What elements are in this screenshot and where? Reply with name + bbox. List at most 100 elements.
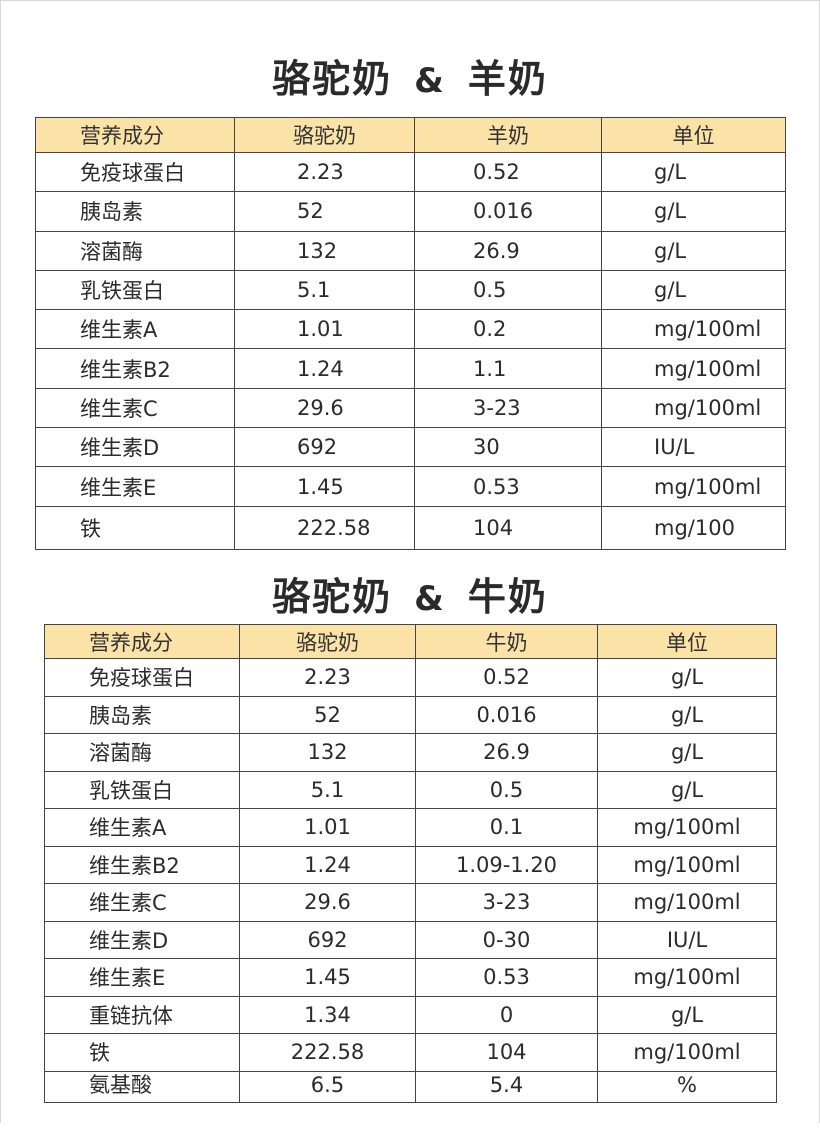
- cell-camel-value: 1.45: [234, 466, 415, 507]
- cell-nutrient: 铁: [44, 1033, 240, 1072]
- table-row: 溶菌酶 132 26.9 g/L: [35, 230, 786, 271]
- cell-camel-value: 692: [239, 920, 416, 959]
- cell-compare-value: 5.4: [415, 1070, 598, 1103]
- cell-camel-value: 29.6: [234, 387, 415, 429]
- page-bottom-edge: [0, 1123, 820, 1136]
- cell-compare-value: 0.016: [415, 695, 598, 734]
- table-row: 维生素D 692 30 IU/L: [35, 427, 786, 468]
- cell-nutrient: 免疫球蛋白: [35, 151, 235, 193]
- cell-nutrient: 乳铁蛋白: [35, 269, 235, 311]
- cell-camel-value: 222.58: [239, 1033, 416, 1072]
- cell-unit: mg/100: [601, 505, 786, 550]
- cell-unit: g/L: [597, 733, 777, 772]
- table-row: 维生素A 1.01 0.2 mg/100ml: [35, 309, 786, 350]
- cell-camel-value: 1.24: [234, 348, 415, 389]
- table-row: 免疫球蛋白 2.23 0.52 g/L: [44, 658, 777, 697]
- cell-nutrient: 免疫球蛋白: [44, 658, 240, 697]
- table-row: 溶菌酶 132 26.9 g/L: [44, 733, 777, 772]
- cell-camel-value: 132: [234, 230, 415, 271]
- table-header-row: 营养成分 骆驼奶 羊奶 单位: [35, 117, 786, 153]
- cell-compare-value: 0-30: [415, 920, 598, 959]
- cell-unit: g/L: [601, 151, 786, 193]
- cell-compare-value: 26.9: [414, 230, 602, 271]
- cell-camel-value: 692: [234, 427, 415, 468]
- cell-compare-value: 3-23: [415, 883, 598, 922]
- cell-compare-value: 104: [415, 1033, 598, 1072]
- cell-camel-value: 1.01: [234, 309, 415, 350]
- cell-compare-value: 0.016: [414, 191, 602, 232]
- cell-camel-value: 1.24: [239, 845, 416, 884]
- cell-unit: g/L: [601, 269, 786, 311]
- cell-nutrient: 维生素A: [44, 808, 240, 847]
- cell-compare-value: 3-23: [414, 387, 602, 429]
- cell-unit: g/L: [597, 695, 777, 734]
- cell-nutrient: 溶菌酶: [44, 733, 240, 772]
- cell-nutrient: 乳铁蛋白: [44, 770, 240, 809]
- section1-title-right: 羊奶: [467, 57, 548, 101]
- header-unit: 单位: [597, 624, 777, 659]
- section1-title-left: 骆驼奶: [272, 57, 393, 101]
- section1-title-amp: &: [414, 61, 446, 101]
- cell-camel-value: 1.45: [239, 958, 416, 997]
- cell-compare-value: 30: [414, 427, 602, 468]
- table-row: 重链抗体 1.34 0 g/L: [44, 995, 777, 1034]
- table-row: 乳铁蛋白 5.1 0.5 g/L: [35, 269, 786, 311]
- cell-camel-value: 6.5: [239, 1070, 416, 1103]
- table-row: 维生素E 1.45 0.53 mg/100ml: [35, 466, 786, 507]
- table-row: 维生素C 29.6 3-23 mg/100ml: [44, 883, 777, 922]
- cell-compare-value: 0: [415, 995, 598, 1034]
- cell-camel-value: 2.23: [239, 658, 416, 697]
- cell-unit: g/L: [597, 770, 777, 809]
- cell-nutrient: 溶菌酶: [35, 230, 235, 271]
- table-row: 乳铁蛋白 5.1 0.5 g/L: [44, 770, 777, 809]
- table-row: 铁 222.58 104 mg/100ml: [44, 1033, 777, 1072]
- table-header-row: 营养成分 骆驼奶 牛奶 单位: [44, 624, 777, 659]
- cell-nutrient: 维生素C: [44, 883, 240, 922]
- cell-unit: mg/100ml: [597, 883, 777, 922]
- cell-compare-value: 0.5: [414, 269, 602, 311]
- cell-camel-value: 5.1: [234, 269, 415, 311]
- cell-nutrient: 维生素A: [35, 309, 235, 350]
- header-nutrient: 营养成分: [44, 624, 240, 659]
- cell-nutrient: 胰岛素: [44, 695, 240, 734]
- cell-unit: mg/100ml: [601, 309, 786, 350]
- section2-title-left: 骆驼奶: [272, 575, 393, 619]
- header-nutrient: 营养成分: [35, 117, 235, 153]
- table-row: 胰岛素 52 0.016 g/L: [44, 695, 777, 734]
- cell-nutrient: 胰岛素: [35, 191, 235, 232]
- cell-unit: mg/100ml: [597, 958, 777, 997]
- header-camel-milk: 骆驼奶: [234, 117, 415, 153]
- cell-compare-value: 0.5: [415, 770, 598, 809]
- cell-unit: mg/100ml: [601, 348, 786, 389]
- cell-compare-value: 1.09-1.20: [415, 845, 598, 884]
- cell-nutrient: 重链抗体: [44, 995, 240, 1034]
- cow-milk-comparison-table: 营养成分 骆驼奶 牛奶 单位 免疫球蛋白 2.23 0.52 g/L 胰岛素 52 0.01…: [44, 624, 777, 1103]
- cell-unit: %: [597, 1070, 777, 1103]
- header-camel-milk: 骆驼奶: [239, 624, 416, 659]
- cell-unit: g/L: [601, 191, 786, 232]
- header-goat-milk: 羊奶: [414, 117, 602, 153]
- cell-nutrient: 维生素E: [35, 466, 235, 507]
- cell-unit: IU/L: [601, 427, 786, 468]
- table-row: 维生素C 29.6 3-23 mg/100ml: [35, 387, 786, 429]
- cell-unit: mg/100ml: [601, 466, 786, 507]
- section1-title: 骆驼奶 & 羊奶: [0, 48, 820, 103]
- cell-compare-value: 0.53: [414, 466, 602, 507]
- cell-nutrient: 氨基酸: [44, 1070, 240, 1103]
- cell-unit: g/L: [601, 230, 786, 271]
- table-row: 免疫球蛋白 2.23 0.52 g/L: [35, 151, 786, 193]
- cell-nutrient: 维生素D: [35, 427, 235, 468]
- cell-compare-value: 26.9: [415, 733, 598, 772]
- cell-camel-value: 29.6: [239, 883, 416, 922]
- cell-compare-value: 0.53: [415, 958, 598, 997]
- cell-compare-value: 0.52: [415, 658, 598, 697]
- cell-unit: mg/100ml: [601, 387, 786, 429]
- cell-nutrient: 铁: [35, 505, 235, 550]
- table-row: 胰岛素 52 0.016 g/L: [35, 191, 786, 232]
- cell-camel-value: 52: [239, 695, 416, 734]
- cell-nutrient: 维生素E: [44, 958, 240, 997]
- section2-title-amp: &: [414, 579, 446, 619]
- cell-compare-value: 1.1: [414, 348, 602, 389]
- cell-camel-value: 132: [239, 733, 416, 772]
- section2-title: 骆驼奶 & 牛奶: [0, 566, 820, 621]
